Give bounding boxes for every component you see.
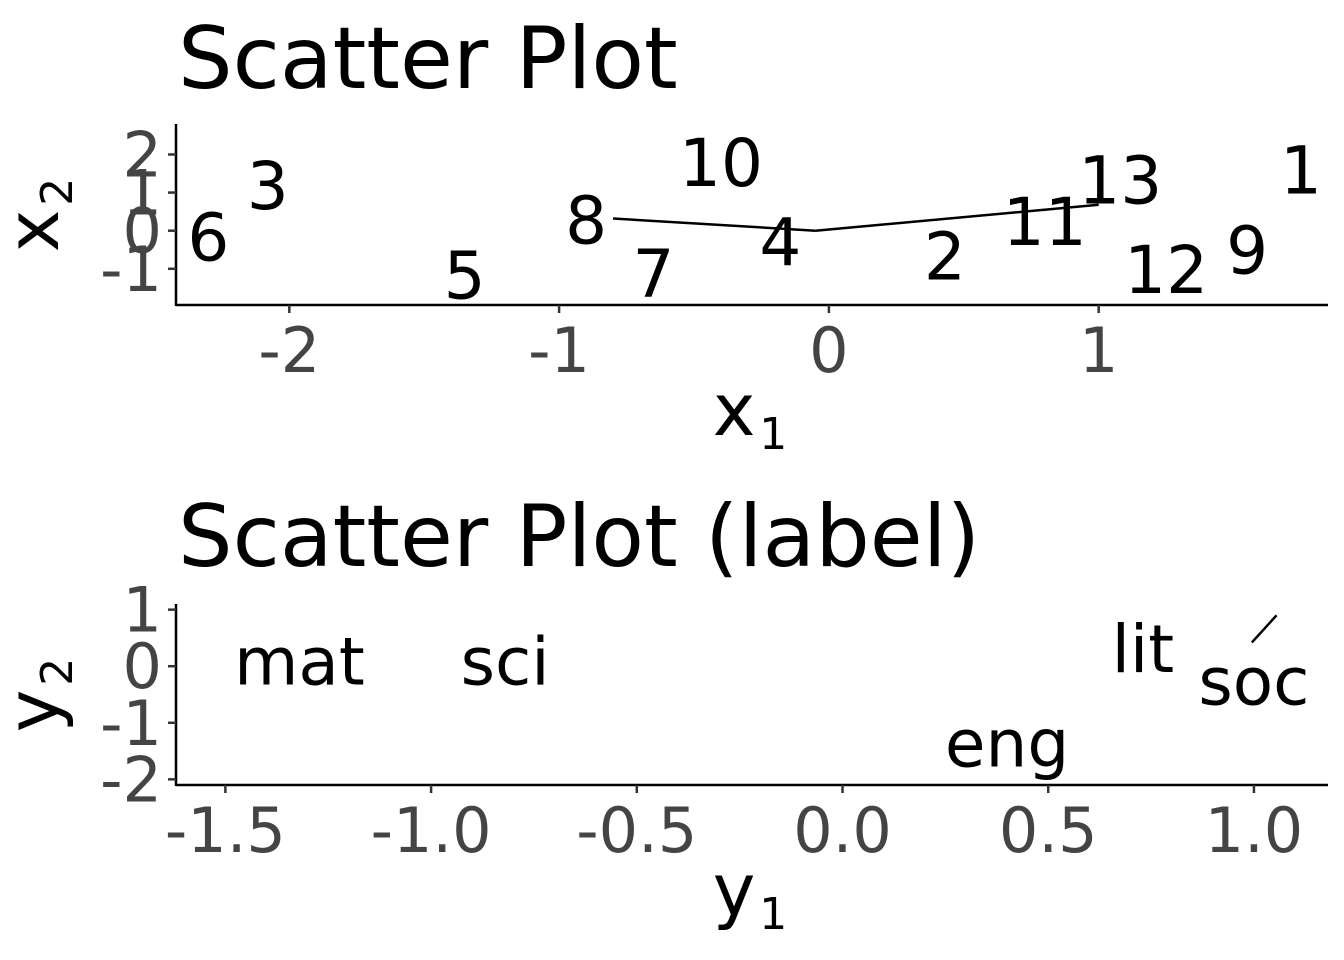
point-label: eng xyxy=(945,706,1069,783)
point-label: soc xyxy=(1198,643,1309,720)
y-axis-title-main: y xyxy=(0,690,75,733)
x-tick-label: 0.5 xyxy=(999,794,1098,867)
y-tick-label: 1 xyxy=(123,574,162,647)
point-label: lit xyxy=(1112,611,1175,688)
x-tick-label: -1.5 xyxy=(165,794,286,867)
point-label: 10 xyxy=(679,125,763,202)
x-tick-label: 1.0 xyxy=(1205,794,1304,867)
point-label: 3 xyxy=(247,148,289,225)
x-axis-title-main: y xyxy=(713,848,756,932)
point-label: 8 xyxy=(565,182,607,259)
point-label: 7 xyxy=(633,236,675,313)
x-tick-label: 1 xyxy=(1079,314,1118,387)
point-label: 13 xyxy=(1078,142,1162,219)
x-axis-title: y1 xyxy=(713,848,788,940)
point-label: 2 xyxy=(924,218,966,295)
x-tick-label: -2 xyxy=(258,314,320,387)
y-tick-label: -2 xyxy=(100,743,162,816)
y-axis-title: x2 xyxy=(0,178,83,253)
y-axis-title-sub: 2 xyxy=(32,658,83,686)
label-connector-segment xyxy=(815,203,1099,232)
y-axis-title-main: x xyxy=(0,210,75,253)
y-tick-label: 0 xyxy=(123,630,162,703)
x-axis-title-sub: 1 xyxy=(759,409,787,460)
point-label: 1 xyxy=(1280,133,1322,210)
label-connector-segment xyxy=(1250,614,1278,644)
x-tick-label: -1 xyxy=(528,314,590,387)
y-tick-label: 2 xyxy=(123,118,162,191)
chart-title: Scatter Plot (label) xyxy=(178,487,980,587)
point-label: 9 xyxy=(1226,213,1268,290)
x-tick-label: -0.5 xyxy=(576,794,697,867)
y-axis-title: y2 xyxy=(0,658,83,733)
x-tick-label: 0.0 xyxy=(793,794,892,867)
y-tick-label: -1 xyxy=(100,687,162,760)
point-label: sci xyxy=(461,624,550,701)
x-axis-title-main: x xyxy=(713,368,756,452)
x-tick-label: 0 xyxy=(809,314,848,387)
point-label: 4 xyxy=(759,204,801,281)
point-label: 6 xyxy=(187,199,229,276)
point-label: 12 xyxy=(1124,232,1208,309)
point-label: mat xyxy=(234,624,365,701)
x-axis-ticks: -1.5 -1.0 -0.5 0.0 0.5 1.0 xyxy=(165,785,1303,867)
label-connector-segment xyxy=(612,217,816,232)
x-tick-label: -1.0 xyxy=(371,794,492,867)
x-axis-ticks: -2 -1 0 1 xyxy=(258,305,1118,387)
y-tick-label: 1 xyxy=(123,157,162,230)
y-tick-label: -1 xyxy=(100,233,162,306)
point-label: 11 xyxy=(1003,184,1087,261)
chart-title: Scatter Plot xyxy=(178,9,678,109)
point-label: 5 xyxy=(444,238,486,315)
x-axis-title: x1 xyxy=(713,368,788,460)
y-tick-label: 0 xyxy=(123,195,162,268)
y-axis-ticks: -2-101 xyxy=(100,574,176,816)
y-axis-title-sub: 2 xyxy=(32,178,83,206)
x-axis-title-sub: 1 xyxy=(759,889,787,940)
